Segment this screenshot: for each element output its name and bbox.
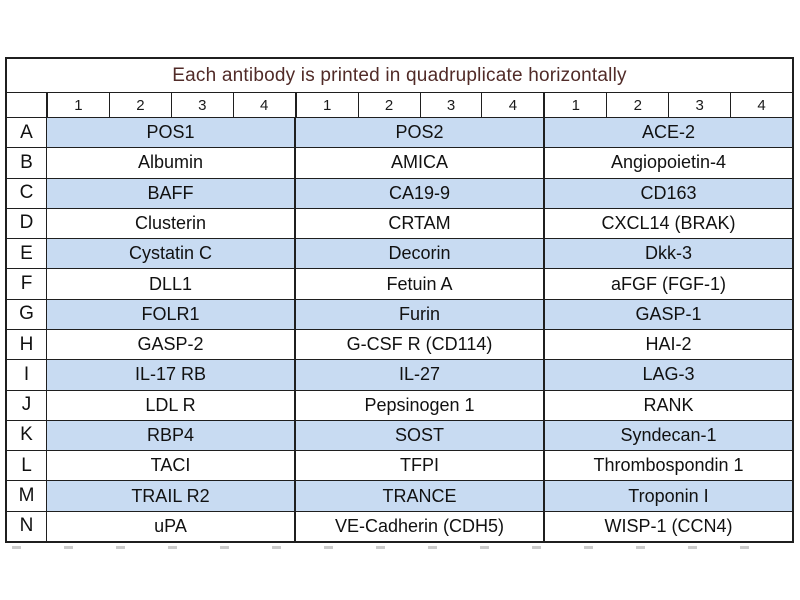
antibody-cell: HAI-2 (543, 329, 792, 360)
antibody-cell: TACI (150, 455, 191, 476)
cropped-row-artifact (12, 546, 788, 549)
table-row: M TRAIL R2 TRANCE Troponin I (7, 480, 792, 511)
antibody-cell: Cystatin C (47, 239, 294, 269)
column-header-1: 1 (47, 93, 109, 117)
antibody-cell: Syndecan-1 (543, 420, 792, 451)
column-header-8: 4 (481, 93, 543, 117)
antibody-cell: GASP-1 (543, 299, 792, 329)
row-label: E (7, 239, 47, 269)
table-title: Each antibody is printed in quadruplicat… (7, 59, 792, 93)
antibody-cell: Angiopoietin-4 (543, 148, 792, 178)
row-label: J (7, 390, 47, 420)
column-header-5: 1 (294, 93, 358, 117)
antibody-cell: LDL R (145, 394, 196, 415)
antibody-cell: POS2 (294, 118, 543, 148)
column-header-12: 4 (730, 93, 792, 117)
table-row: H GASP-2 G-CSF R (CD114) HAI-2 (7, 328, 792, 360)
row-label: M (7, 481, 47, 511)
antibody-cell: Furin (294, 299, 543, 329)
antibody-cell: IL-27 (294, 360, 543, 390)
antibody-cell: IL-17 RB (47, 360, 294, 390)
antibody-cell: RBP4 (47, 420, 294, 451)
antibody-cell: Dkk-3 (543, 239, 792, 269)
column-header-10: 2 (606, 93, 668, 117)
antibody-cell: G-CSF R (CD114) (294, 329, 543, 360)
column-header-4: 4 (232, 93, 295, 117)
antibody-cell: ACE-2 (543, 118, 792, 148)
row-label: F (7, 269, 47, 299)
antibody-cell: CXCL14 (BRAK) (543, 208, 792, 239)
antibody-cell: FOLR1 (47, 299, 294, 329)
row-label: L (7, 451, 47, 481)
table-row: A POS1 POS2 ACE-2 (7, 118, 792, 148)
table-body: A POS1 POS2 ACE-2 B Albumin AMICA Angiopoietin-… (7, 118, 792, 541)
antibody-cell: Thrombospondin 1 (543, 451, 792, 481)
antibody-cell: AMICA (294, 148, 543, 178)
antibody-cell: TRAIL R2 (47, 481, 294, 511)
antibody-cell: CA19-9 (294, 178, 543, 208)
antibody-cell: VE-Cadherin (CDH5) (294, 511, 543, 541)
column-header-11: 3 (668, 93, 730, 117)
table-row: I IL-17 RB IL-27 LAG-3 (7, 359, 792, 390)
column-header-3: 3 (170, 93, 233, 117)
antibody-array-map-table: Each antibody is printed in quadruplicat… (5, 57, 794, 543)
row-label: A (7, 118, 47, 148)
table-row: C BAFF CA19-9 CD163 (7, 177, 792, 208)
table-row: B Albumin AMICA Angiopoietin-4 (7, 147, 792, 178)
row-label: C (7, 178, 47, 208)
antibody-cell: LAG-3 (543, 360, 792, 390)
column-header-9: 1 (543, 93, 606, 117)
antibody-cell: BAFF (47, 178, 294, 208)
table-row: K RBP4 SOST Syndecan-1 (7, 419, 792, 451)
antibody-cell: WISP-1 (CCN4) (543, 511, 792, 541)
antibody-cell: POS1 (47, 118, 294, 148)
table-row: G FOLR1 Furin GASP-1 (7, 298, 792, 329)
row-label: N (7, 511, 47, 541)
antibody-cell: uPA (154, 515, 187, 536)
column-header-6: 2 (357, 93, 420, 117)
antibody-cell: TRANCE (294, 481, 543, 511)
antibody-cell: Clusterin (134, 212, 207, 233)
row-label: I (7, 360, 47, 390)
antibody-cell: CRTAM (294, 208, 543, 239)
row-label: H (7, 329, 47, 360)
row-label: D (7, 208, 47, 239)
column-header-7: 3 (419, 93, 482, 117)
antibody-cell: aFGF (FGF-1) (543, 269, 792, 299)
antibody-cell: GASP-2 (137, 334, 204, 355)
table-row: J LDL R Pepsinogen 1 RANK (7, 389, 792, 420)
antibody-cell: Troponin I (543, 481, 792, 511)
antibody-cell: Albumin (137, 152, 204, 173)
antibody-cell: TFPI (294, 451, 543, 481)
table-row: D Clusterin CRTAM CXCL14 (BRAK) (7, 207, 792, 239)
row-label: K (7, 420, 47, 451)
table-row: L TACI TFPI Thrombospondin 1 (7, 450, 792, 481)
antibody-cell: Decorin (294, 239, 543, 269)
antibody-cell: SOST (294, 420, 543, 451)
antibody-cell: RANK (543, 390, 792, 420)
antibody-cell: Pepsinogen 1 (294, 390, 543, 420)
row-label: G (7, 299, 47, 329)
row-label: B (7, 148, 47, 178)
antibody-cell: Fetuin A (294, 269, 543, 299)
column-header-2: 2 (108, 93, 171, 117)
antibody-cell: CD163 (543, 178, 792, 208)
antibody-cell: DLL1 (148, 273, 193, 294)
table-row: E Cystatin C Decorin Dkk-3 (7, 238, 792, 269)
corner-cell (7, 93, 47, 117)
